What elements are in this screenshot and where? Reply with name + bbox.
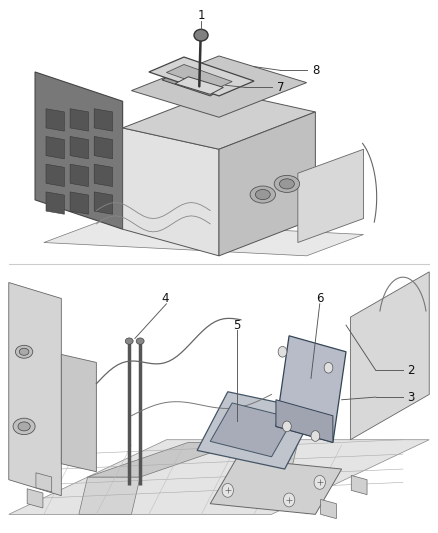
Polygon shape — [123, 91, 315, 149]
Ellipse shape — [18, 422, 30, 431]
Ellipse shape — [125, 338, 133, 344]
Polygon shape — [46, 109, 64, 131]
Text: 8: 8 — [312, 64, 319, 77]
Text: 6: 6 — [316, 292, 324, 305]
Text: 7: 7 — [277, 81, 284, 94]
Ellipse shape — [19, 348, 29, 356]
Polygon shape — [70, 164, 88, 187]
Polygon shape — [131, 56, 307, 117]
Polygon shape — [46, 192, 64, 214]
Polygon shape — [70, 192, 88, 214]
Polygon shape — [219, 112, 315, 256]
Ellipse shape — [255, 190, 270, 200]
Polygon shape — [9, 282, 61, 496]
Polygon shape — [27, 489, 43, 508]
Circle shape — [324, 362, 333, 373]
Polygon shape — [88, 442, 241, 477]
Polygon shape — [166, 64, 232, 90]
Polygon shape — [321, 499, 336, 519]
Circle shape — [283, 421, 291, 432]
Polygon shape — [350, 272, 429, 440]
Ellipse shape — [15, 345, 33, 358]
Polygon shape — [162, 69, 228, 96]
Polygon shape — [46, 164, 64, 187]
Polygon shape — [9, 440, 429, 514]
Ellipse shape — [250, 186, 276, 203]
Ellipse shape — [13, 418, 35, 434]
Polygon shape — [210, 403, 293, 457]
Polygon shape — [79, 477, 140, 514]
Polygon shape — [298, 149, 364, 243]
Ellipse shape — [194, 29, 208, 41]
Text: 1: 1 — [197, 10, 205, 22]
Polygon shape — [123, 128, 219, 256]
Polygon shape — [94, 164, 113, 187]
Polygon shape — [94, 109, 113, 131]
Polygon shape — [276, 336, 346, 442]
Polygon shape — [94, 192, 113, 214]
Ellipse shape — [136, 338, 144, 344]
Polygon shape — [46, 136, 64, 159]
Text: 3: 3 — [407, 391, 415, 403]
Polygon shape — [70, 136, 88, 159]
Polygon shape — [210, 458, 342, 514]
Ellipse shape — [279, 179, 294, 189]
Ellipse shape — [274, 175, 300, 192]
Polygon shape — [232, 442, 298, 480]
Polygon shape — [149, 57, 254, 96]
Circle shape — [222, 483, 233, 497]
Circle shape — [311, 431, 320, 441]
Circle shape — [283, 493, 295, 507]
Polygon shape — [36, 473, 52, 492]
Polygon shape — [351, 475, 367, 495]
Polygon shape — [35, 72, 123, 229]
Text: 4: 4 — [162, 292, 170, 305]
Polygon shape — [61, 354, 96, 472]
Polygon shape — [276, 400, 333, 442]
Text: 5: 5 — [233, 319, 240, 332]
Polygon shape — [175, 77, 223, 94]
Circle shape — [314, 475, 325, 489]
Circle shape — [278, 346, 287, 357]
Polygon shape — [70, 109, 88, 131]
Polygon shape — [44, 221, 364, 256]
Polygon shape — [197, 392, 315, 469]
Text: 2: 2 — [407, 364, 415, 377]
Polygon shape — [94, 136, 113, 159]
